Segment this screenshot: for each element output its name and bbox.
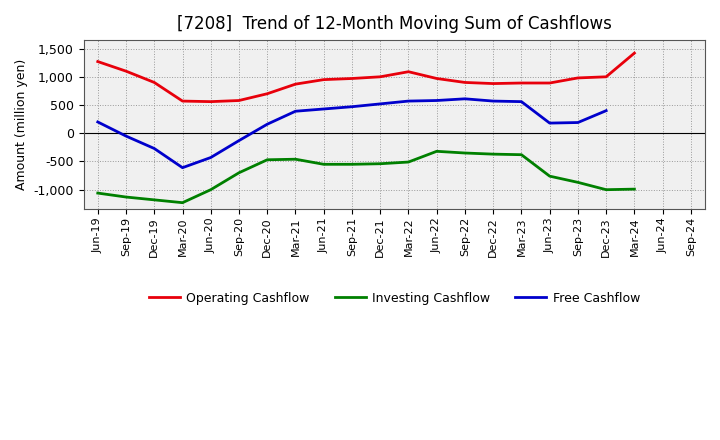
Free Cashflow xyxy=(178,165,186,170)
Free Cashflow xyxy=(207,155,215,160)
Line: Investing Cashflow: Investing Cashflow xyxy=(98,151,634,203)
Operating Cashflow xyxy=(263,91,271,96)
Investing Cashflow xyxy=(433,149,441,154)
Free Cashflow xyxy=(263,121,271,127)
Free Cashflow xyxy=(122,133,130,139)
Investing Cashflow xyxy=(574,180,582,185)
Operating Cashflow xyxy=(291,81,300,87)
Operating Cashflow xyxy=(461,80,469,85)
Operating Cashflow xyxy=(517,81,526,86)
Operating Cashflow xyxy=(94,59,102,64)
Operating Cashflow xyxy=(235,98,243,103)
Investing Cashflow xyxy=(263,157,271,162)
Free Cashflow xyxy=(545,121,554,126)
Investing Cashflow xyxy=(630,187,639,192)
Investing Cashflow xyxy=(376,161,384,166)
Free Cashflow xyxy=(348,104,356,110)
Investing Cashflow xyxy=(461,150,469,156)
Operating Cashflow xyxy=(433,76,441,81)
Operating Cashflow xyxy=(150,80,158,85)
Free Cashflow xyxy=(404,99,413,104)
Operating Cashflow xyxy=(207,99,215,104)
Investing Cashflow xyxy=(291,157,300,162)
Operating Cashflow xyxy=(489,81,498,86)
Free Cashflow xyxy=(235,138,243,143)
Free Cashflow xyxy=(461,96,469,102)
Operating Cashflow xyxy=(404,69,413,74)
Free Cashflow xyxy=(376,101,384,106)
Free Cashflow xyxy=(150,146,158,151)
Operating Cashflow xyxy=(178,99,186,104)
Investing Cashflow xyxy=(94,191,102,196)
Title: [7208]  Trend of 12-Month Moving Sum of Cashflows: [7208] Trend of 12-Month Moving Sum of C… xyxy=(177,15,612,33)
Investing Cashflow xyxy=(320,161,328,167)
Free Cashflow xyxy=(602,108,611,114)
Free Cashflow xyxy=(291,109,300,114)
Investing Cashflow xyxy=(348,161,356,167)
Investing Cashflow xyxy=(150,197,158,202)
Free Cashflow xyxy=(574,120,582,125)
Investing Cashflow xyxy=(602,187,611,192)
Investing Cashflow xyxy=(178,200,186,205)
Free Cashflow xyxy=(94,119,102,125)
Investing Cashflow xyxy=(489,151,498,157)
Free Cashflow xyxy=(320,106,328,112)
Operating Cashflow xyxy=(602,74,611,80)
Investing Cashflow xyxy=(122,194,130,200)
Operating Cashflow xyxy=(376,74,384,80)
Legend: Operating Cashflow, Investing Cashflow, Free Cashflow: Operating Cashflow, Investing Cashflow, … xyxy=(143,287,645,310)
Line: Free Cashflow: Free Cashflow xyxy=(98,99,606,168)
Investing Cashflow xyxy=(545,173,554,179)
Investing Cashflow xyxy=(517,152,526,158)
Free Cashflow xyxy=(433,98,441,103)
Free Cashflow xyxy=(489,99,498,104)
Operating Cashflow xyxy=(574,75,582,81)
Operating Cashflow xyxy=(630,51,639,56)
Investing Cashflow xyxy=(404,159,413,165)
Line: Operating Cashflow: Operating Cashflow xyxy=(98,53,634,102)
Investing Cashflow xyxy=(235,170,243,176)
Y-axis label: Amount (million yen): Amount (million yen) xyxy=(15,59,28,191)
Free Cashflow xyxy=(517,99,526,104)
Operating Cashflow xyxy=(545,81,554,86)
Investing Cashflow xyxy=(207,187,215,192)
Operating Cashflow xyxy=(122,69,130,74)
Operating Cashflow xyxy=(320,77,328,82)
Operating Cashflow xyxy=(348,76,356,81)
